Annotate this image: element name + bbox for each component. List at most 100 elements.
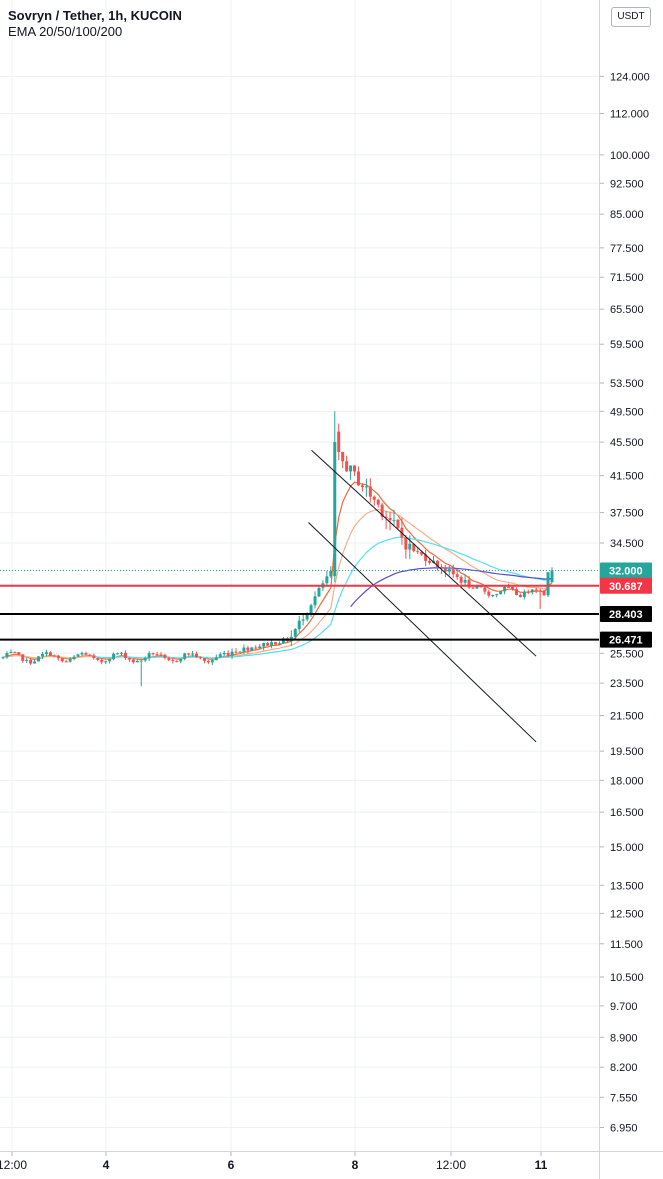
- candle-body: [5, 653, 9, 658]
- black-level-1-badge-bg: [600, 605, 652, 622]
- price-tick-label[interactable]: 9.700: [610, 1001, 638, 1013]
- price-tick-label[interactable]: 41.500: [610, 471, 644, 483]
- price-tick-label[interactable]: 16.500: [610, 807, 644, 819]
- candle-body: [356, 471, 360, 486]
- candle-body: [84, 653, 88, 655]
- candle-body: [159, 654, 163, 656]
- price-tick-label[interactable]: 8.900: [610, 1032, 638, 1044]
- price-tick-label[interactable]: 45.500: [610, 437, 644, 449]
- time-tick-label[interactable]: 11: [535, 1158, 548, 1172]
- time-tick-label[interactable]: 4: [103, 1158, 110, 1172]
- price-tick-label[interactable]: 49.500: [610, 406, 644, 418]
- time-axis-ticks[interactable]: 12:00 4 6 8 12:00 11: [0, 1152, 548, 1172]
- candle-body: [507, 586, 511, 588]
- candle-body: [353, 465, 357, 472]
- time-tick-label[interactable]: 8: [352, 1158, 359, 1172]
- price-tick-label[interactable]: 53.500: [610, 378, 644, 390]
- last-price-badge-label: 32.000: [609, 565, 643, 577]
- price-tick-label[interactable]: 37.500: [610, 508, 644, 520]
- candle-body: [76, 654, 80, 657]
- time-tick-label[interactable]: 12:00: [0, 1158, 27, 1172]
- price-tick-label[interactable]: 18.000: [610, 775, 644, 787]
- candle-body: [349, 465, 353, 472]
- candle-body: [33, 661, 37, 664]
- candle-body: [550, 570, 554, 583]
- candle-body: [408, 543, 412, 550]
- candle-body: [305, 613, 309, 620]
- trend-line-1[interactable]: [311, 449, 537, 657]
- horizontal-levels[interactable]: [0, 569, 599, 641]
- candles: [1, 411, 554, 687]
- price-tick-label[interactable]: 34.500: [610, 538, 644, 550]
- currency-selector[interactable]: USDT: [611, 7, 651, 27]
- symbol-title[interactable]: Sovryn / Tether, 1h, KUCOIN: [8, 8, 182, 23]
- price-tick-label[interactable]: 6.950: [610, 1123, 638, 1135]
- candle-body: [21, 654, 25, 661]
- price-tick-label[interactable]: 59.500: [610, 339, 644, 351]
- price-tick-label[interactable]: 8.200: [610, 1062, 638, 1074]
- candle-body: [270, 642, 274, 646]
- candle-body: [333, 442, 337, 577]
- chart-legend: Sovryn / Tether, 1h, KUCOIN EMA 20/50/10…: [8, 8, 182, 40]
- candle-body: [309, 605, 313, 614]
- price-tick-label[interactable]: 77.500: [610, 243, 644, 255]
- price-tick-label[interactable]: 65.500: [610, 304, 644, 316]
- price-tick-label[interactable]: 19.500: [610, 746, 644, 758]
- candle-body: [104, 661, 108, 663]
- candle-body: [135, 660, 139, 663]
- candle-body: [92, 655, 96, 659]
- price-tick-label[interactable]: 25.500: [610, 648, 644, 660]
- candle-body: [447, 569, 451, 572]
- candle-body: [522, 591, 526, 597]
- price-axis-ticks[interactable]: 124.000 112.000 100.000 92.500 85.000 77.500 7…: [600, 71, 650, 1135]
- price-tick-label[interactable]: 21.500: [610, 711, 644, 723]
- candle-body: [254, 647, 258, 649]
- candle-body: [116, 653, 120, 655]
- candle-body: [412, 543, 416, 552]
- price-tick-label[interactable]: 23.500: [610, 678, 644, 690]
- candle-body: [167, 657, 171, 661]
- price-tick-label[interactable]: 7.550: [610, 1092, 638, 1104]
- candle-body: [119, 652, 123, 654]
- indicator-label[interactable]: EMA 20/50/100/200: [8, 24, 123, 39]
- price-tick-label[interactable]: 124.000: [610, 71, 650, 83]
- time-tick-label[interactable]: 6: [228, 1158, 235, 1172]
- candle-body: [376, 499, 380, 505]
- price-tick-label[interactable]: 112.000: [610, 109, 649, 121]
- candle-body: [123, 652, 127, 658]
- black-level-2-badge-bg: [600, 631, 652, 648]
- candle-body: [206, 660, 210, 663]
- candle-body: [487, 591, 491, 596]
- price-tick-label[interactable]: 71.500: [610, 272, 644, 284]
- price-tick-label[interactable]: 15.000: [610, 842, 644, 854]
- trend-lines[interactable]: [308, 449, 537, 743]
- candle-body: [25, 659, 29, 661]
- price-tick-label[interactable]: 11.500: [610, 939, 643, 951]
- candle-body: [384, 516, 388, 518]
- candle-body: [230, 651, 234, 656]
- price-tick-label[interactable]: 12.500: [610, 908, 644, 920]
- candle-body: [360, 485, 364, 488]
- candle-body: [435, 560, 439, 567]
- candle-body: [542, 590, 546, 596]
- candle-body: [443, 568, 447, 572]
- candle-body: [459, 577, 463, 583]
- price-tick-label[interactable]: 92.500: [610, 178, 644, 190]
- candle-body: [238, 651, 242, 653]
- candle-body: [139, 660, 143, 662]
- time-tick-label[interactable]: 12:00: [436, 1158, 466, 1172]
- candle-body: [214, 657, 218, 661]
- candle-body: [262, 643, 266, 647]
- chart-grid: [0, 0, 599, 1151]
- candle-body: [277, 643, 281, 645]
- candle-body: [364, 486, 368, 488]
- price-tick-label[interactable]: 10.500: [610, 972, 644, 984]
- trend-line-2[interactable]: [308, 522, 537, 743]
- candle-body: [44, 652, 48, 655]
- candle-body: [396, 519, 400, 528]
- price-tick-label[interactable]: 13.500: [610, 880, 644, 892]
- price-tick-label[interactable]: 100.000: [610, 150, 650, 162]
- price-tick-label[interactable]: 85.000: [610, 209, 644, 221]
- ema-200-line: [350, 567, 553, 608]
